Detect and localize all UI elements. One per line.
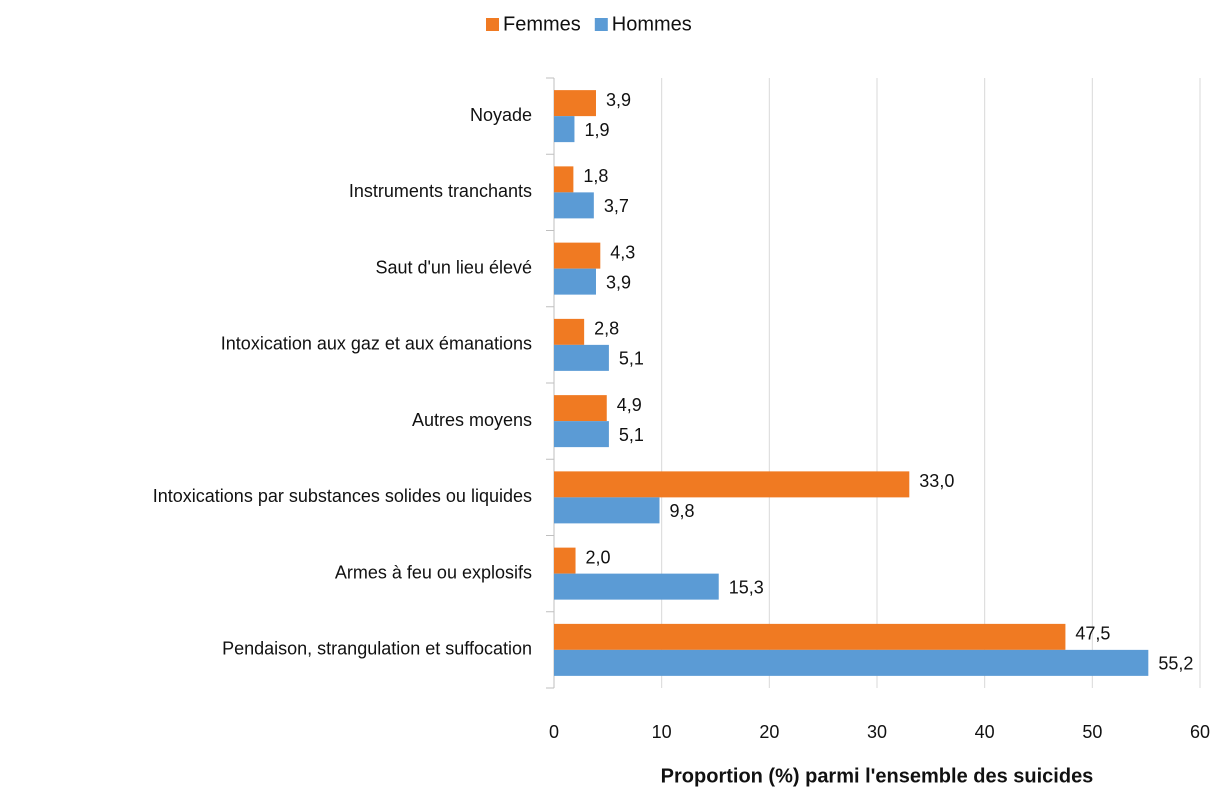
x-tick-label: 10 bbox=[652, 722, 672, 742]
y-tick-label: Noyade bbox=[470, 105, 532, 125]
y-tick-label: Armes à feu ou explosifs bbox=[335, 562, 532, 582]
bar bbox=[554, 623, 1066, 650]
value-label: 4,9 bbox=[617, 395, 642, 415]
bar bbox=[554, 166, 574, 193]
legend-label: Femmes bbox=[503, 13, 581, 35]
bar bbox=[554, 242, 601, 269]
x-tick-label: 0 bbox=[549, 722, 559, 742]
x-tick-label: 50 bbox=[1082, 722, 1102, 742]
value-label: 5,1 bbox=[619, 349, 644, 369]
y-tick-label: Pendaison, strangulation et suffocation bbox=[222, 639, 532, 659]
bar bbox=[554, 547, 576, 574]
value-label: 1,9 bbox=[584, 120, 609, 140]
bar bbox=[554, 649, 1149, 676]
y-tick-label: Autres moyens bbox=[412, 410, 532, 430]
value-label: 3,9 bbox=[606, 90, 631, 110]
bar bbox=[554, 421, 609, 448]
bar bbox=[554, 90, 596, 117]
value-label: 2,8 bbox=[594, 319, 619, 339]
bar bbox=[554, 268, 596, 295]
bar bbox=[554, 471, 910, 498]
bar bbox=[554, 116, 575, 143]
legend-label: Hommes bbox=[612, 13, 692, 35]
x-tick-label: 60 bbox=[1190, 722, 1210, 742]
y-tick-label: Intoxications par substances solides ou … bbox=[153, 486, 532, 506]
bar bbox=[554, 573, 719, 600]
bar bbox=[554, 318, 585, 345]
x-tick-label: 40 bbox=[975, 722, 995, 742]
bar bbox=[554, 497, 660, 524]
value-label: 33,0 bbox=[919, 471, 954, 491]
y-tick-label: Intoxication aux gaz et aux émanations bbox=[221, 334, 532, 354]
value-label: 2,0 bbox=[586, 547, 611, 567]
value-label: 55,2 bbox=[1158, 654, 1193, 674]
y-tick-label: Saut d'un lieu élevé bbox=[375, 257, 532, 277]
x-tick-label: 20 bbox=[759, 722, 779, 742]
value-label: 3,9 bbox=[606, 272, 631, 292]
value-label: 1,8 bbox=[583, 166, 608, 186]
value-label: 4,3 bbox=[610, 242, 635, 262]
value-label: 5,1 bbox=[619, 425, 644, 445]
legend-swatch bbox=[594, 18, 608, 31]
bar bbox=[554, 192, 594, 219]
value-label: 3,7 bbox=[604, 196, 629, 216]
x-tick-label: 30 bbox=[867, 722, 887, 742]
x-axis-title: Proportion (%) parmi l'ensemble des suic… bbox=[661, 765, 1094, 787]
bar bbox=[554, 344, 609, 371]
y-tick-label: Instruments tranchants bbox=[349, 181, 532, 201]
bar bbox=[554, 395, 607, 422]
value-label: 15,3 bbox=[729, 577, 764, 597]
legend-swatch bbox=[486, 18, 499, 31]
value-label: 9,8 bbox=[670, 501, 695, 521]
value-label: 47,5 bbox=[1075, 624, 1110, 644]
